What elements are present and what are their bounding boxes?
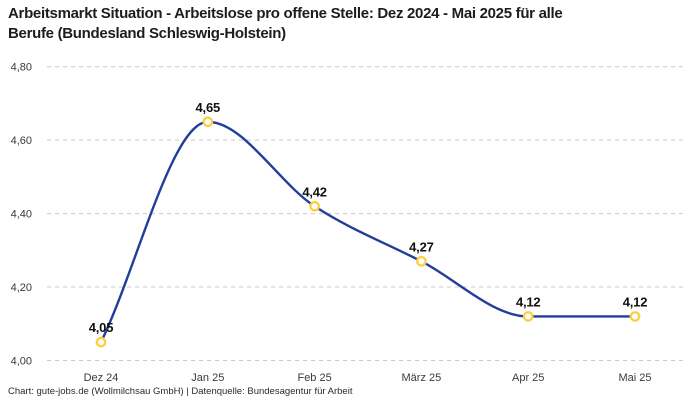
data-point-label: 4,65 (196, 100, 221, 115)
x-tick-label: Apr 25 (512, 372, 544, 384)
data-point-label: 4,05 (89, 320, 114, 335)
data-point-marker (95, 336, 107, 348)
x-tick-label: Mai 25 (618, 372, 651, 384)
x-tick-label: Feb 25 (297, 372, 331, 384)
x-tick-label: Jan 25 (191, 372, 224, 384)
y-tick-label: 4,80 (11, 62, 32, 74)
data-point-label: 4,12 (516, 294, 541, 309)
chart-source-caption: Chart: gute-jobs.de (Wollmilchsau GmbH) … (8, 386, 353, 397)
line-series-path (99, 120, 637, 344)
x-tick-label: März 25 (402, 372, 442, 384)
y-tick-label: 4,60 (11, 135, 32, 147)
chart-title-line2: Berufe (Bundesland Schleswig-Holstein) (8, 25, 286, 43)
data-point-label: 4,27 (409, 239, 434, 254)
x-tick-label: Dez 24 (84, 372, 119, 384)
data-point-marker (416, 255, 427, 267)
data-point-label: 4,42 (302, 184, 327, 199)
y-tick-label: 4,40 (11, 209, 32, 221)
chart-title: Arbeitsmarkt Situation - Arbeitslose pro… (8, 4, 692, 45)
chart-title-line1: Arbeitsmarkt Situation - Arbeitslose pro… (8, 5, 563, 22)
data-point-label: 4,12 (623, 294, 648, 309)
y-tick-label: 4,00 (11, 356, 32, 368)
data-point-marker (522, 311, 534, 322)
data-point-marker (309, 200, 320, 212)
data-point-marker (202, 116, 214, 128)
data-point-marker (629, 311, 641, 322)
y-tick-label: 4,20 (11, 282, 32, 294)
